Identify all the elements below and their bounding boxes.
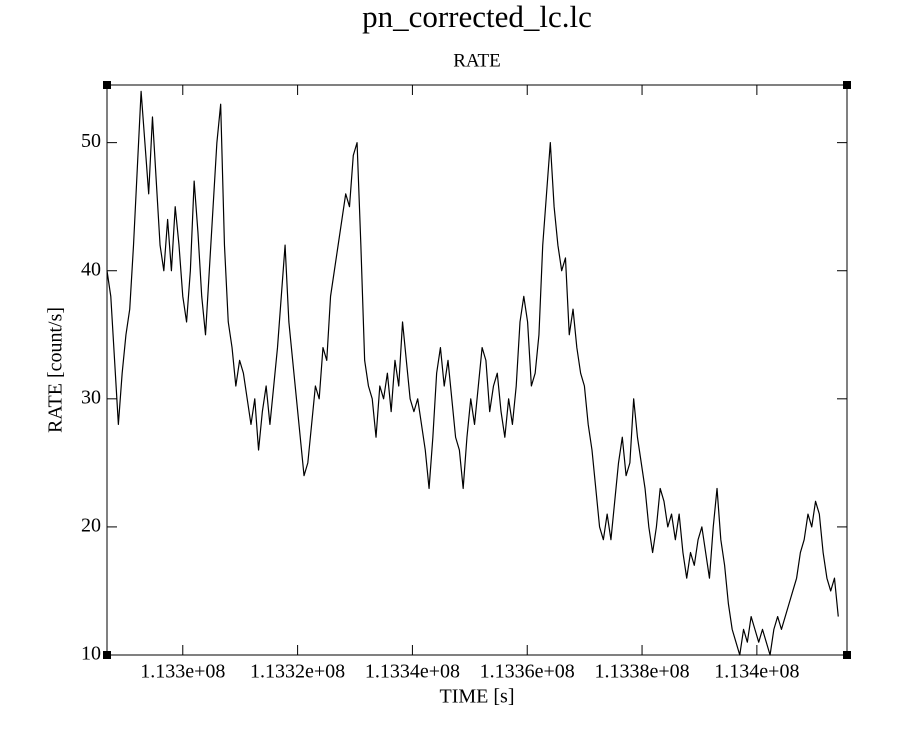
x-tick-label: 1.1332e+08	[250, 661, 345, 683]
y-tick-label: 20	[81, 515, 101, 537]
corner-handle	[843, 81, 851, 89]
plot-frame	[106, 84, 848, 656]
y-tick-label: 50	[81, 130, 101, 152]
y-tick-label: 40	[81, 258, 101, 280]
corner-handle	[103, 81, 111, 89]
y-tick-label: 30	[81, 386, 101, 408]
data-line	[106, 90, 839, 656]
y-axis-label: RATE [count/s]	[45, 307, 67, 433]
x-tick-label: 1.1338e+08	[594, 661, 689, 683]
chart-subtitle: RATE	[453, 50, 501, 71]
x-tick-label: 1.1334e+08	[365, 661, 460, 683]
x-tick-label: 1.1336e+08	[480, 661, 575, 683]
chart-title: pn_corrected_lc.lc	[362, 0, 592, 34]
x-axis-label: TIME [s]	[440, 686, 515, 708]
y-tick-label: 10	[81, 643, 101, 665]
x-tick-label: 1.133e+08	[140, 661, 225, 683]
x-tick-label: 1.134e+08	[714, 661, 799, 683]
